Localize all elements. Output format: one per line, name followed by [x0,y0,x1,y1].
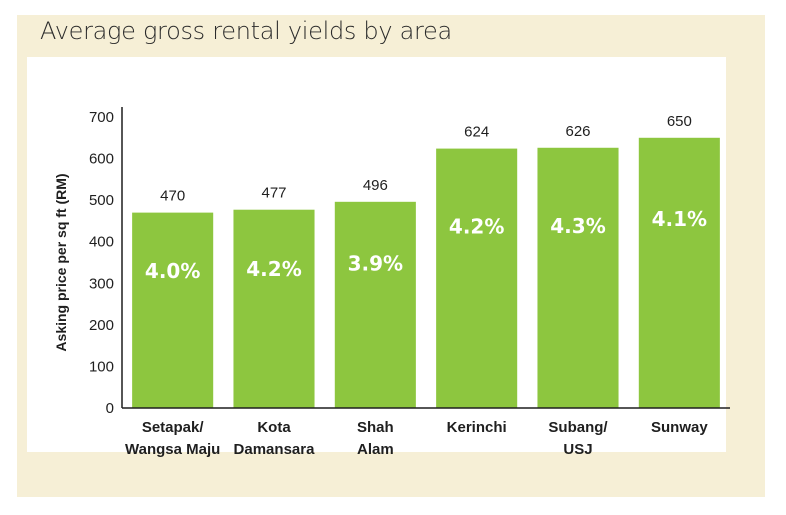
x-tick-label-line: Sunway [651,419,708,436]
x-tick-label: Shah Alam [357,419,394,458]
y-tick-label: 500 [89,192,114,209]
yield-label: 4.0% [145,259,200,283]
bar [537,147,619,408]
x-axis: Setapak/Wangsa Maju Kota Damansara Shah Alam… [122,407,730,458]
x-tick-label-line: Setapak/ [142,419,205,436]
y-tick-label: 100 [89,358,114,375]
x-tick-label: Kota Damansara [234,419,316,458]
y-tick-label: 400 [89,234,114,251]
y-tick-label: 0 [106,400,114,417]
bar [638,137,720,409]
bars: 470 4.0% 477 4.2% 496 3.9% 624 4.2% 626 4.3% 650 4.… [132,113,720,409]
bar [436,148,518,408]
x-tick-label-line: Kerinchi [447,419,507,436]
x-tick-label: Sunway [651,419,708,436]
x-tick-label: Subang/USJ [548,419,608,458]
x-tick-label: Setapak/Wangsa Maju [125,419,220,458]
yield-label: 4.3% [550,214,605,238]
x-tick-label-line: Alam [357,441,394,458]
x-tick-label-line: USJ [563,441,592,458]
bar-value-label: 650 [667,113,692,130]
yield-label: 4.2% [449,214,504,238]
x-tick-label-line: Damansara [234,441,316,458]
x-tick-label-line: Subang/ [548,419,608,436]
x-tick-label-line: Wangsa Maju [125,441,220,458]
y-tick-label: 300 [89,275,114,292]
x-tick-label-line: Kota [257,419,291,436]
bar [334,201,416,408]
chart-title: Average gross rental yields by area [40,17,452,45]
bar [233,209,315,408]
y-axis: 0 100 200 300 400 500 600 700 Asking price per s… [53,107,123,417]
bar-value-label: 496 [363,177,388,194]
y-tick-label: 700 [89,109,114,126]
yield-label: 3.9% [348,252,403,276]
bar [132,212,214,408]
x-tick-label-line: Shah [357,419,394,436]
x-tick-label: Kerinchi [447,419,507,436]
yield-label: 4.1% [652,207,707,231]
bar-value-label: 626 [565,123,590,140]
y-tick-label: 200 [89,317,114,334]
bar-value-label: 470 [160,188,185,205]
yield-label: 4.2% [246,257,301,281]
bar-value-label: 477 [261,185,286,202]
y-tick-label: 600 [89,151,114,168]
bar-value-label: 624 [464,124,489,141]
y-axis-label: Asking price per sq ft (RM) [53,173,69,351]
